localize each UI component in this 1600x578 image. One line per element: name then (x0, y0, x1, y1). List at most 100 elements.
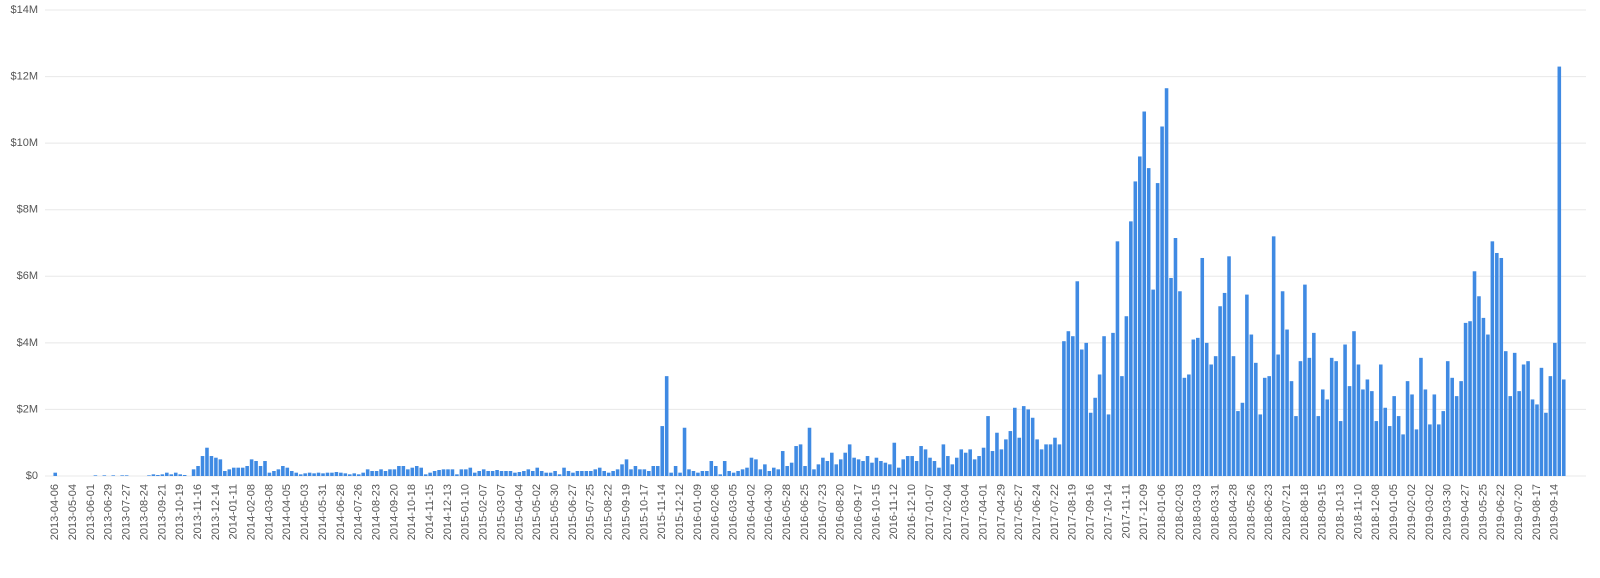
bar (1477, 296, 1481, 476)
x-tick-label: 2017-10-14 (1102, 484, 1114, 540)
bar (1468, 321, 1472, 476)
bar (1526, 361, 1530, 476)
bar (1343, 344, 1347, 476)
bar (1231, 356, 1236, 476)
bar (1307, 357, 1312, 476)
bar (1423, 389, 1428, 476)
bar (1204, 342, 1209, 476)
bar (1486, 334, 1490, 476)
bar (1088, 412, 1093, 476)
bar (370, 471, 374, 476)
bar (1410, 394, 1414, 476)
bar (205, 447, 209, 476)
bar (1057, 444, 1062, 476)
bar (1454, 396, 1459, 476)
x-tick-label: 2018-01-06 (1156, 484, 1168, 540)
bar (93, 475, 98, 476)
x-tick-label: 2019-03-02 (1424, 484, 1436, 540)
x-tick-label: 2015-11-14 (656, 484, 668, 539)
x-tick-label: 2014-01-11 (228, 484, 240, 539)
bar (182, 475, 187, 476)
bar (316, 472, 321, 476)
bar (1316, 416, 1321, 476)
x-tick-label: 2019-09-14 (1549, 484, 1561, 540)
bar (883, 462, 888, 476)
bar (343, 473, 348, 476)
bar (486, 471, 490, 476)
x-tick-label: 2016-02-06 (710, 484, 722, 540)
bar (919, 446, 923, 476)
bar (1227, 256, 1231, 476)
bar (401, 466, 406, 476)
bar (794, 446, 798, 476)
bar (339, 472, 343, 476)
bar (1124, 316, 1129, 476)
bar (285, 467, 290, 476)
bar (267, 472, 272, 476)
bar (745, 467, 749, 476)
bar (807, 427, 812, 476)
x-tick-label: 2018-03-31 (1210, 484, 1222, 540)
bar (1329, 357, 1334, 476)
bar (954, 457, 959, 476)
bar (321, 473, 325, 476)
bar (1169, 277, 1173, 476)
bar (1213, 356, 1218, 476)
bar (1370, 391, 1374, 476)
bar (705, 471, 709, 476)
bar (173, 472, 178, 476)
bar (691, 471, 696, 476)
bar (1129, 221, 1133, 476)
x-tick-label: 2018-06-23 (1263, 484, 1275, 540)
bar (874, 457, 879, 476)
bar (1383, 407, 1388, 476)
x-tick-label: 2017-02-04 (942, 484, 954, 540)
y-tick-label: $14M (10, 4, 38, 16)
bar (888, 464, 892, 476)
bar (780, 451, 785, 476)
bar (1196, 337, 1200, 476)
bar (914, 461, 919, 476)
bar (1178, 291, 1182, 476)
bar (526, 469, 531, 476)
bar (1499, 257, 1504, 476)
bar (446, 469, 450, 476)
bar (923, 449, 928, 476)
x-tick-label: 2018-08-18 (1299, 484, 1311, 540)
x-tick-label: 2013-07-27 (121, 484, 133, 540)
bar (647, 471, 651, 476)
bar (1481, 317, 1486, 476)
bar (749, 457, 754, 476)
x-tick-label: 2017-03-04 (960, 484, 972, 540)
bar (736, 471, 740, 476)
bar (620, 464, 624, 476)
bar (531, 471, 535, 476)
bar (1387, 426, 1392, 476)
bar (53, 472, 58, 476)
bar (423, 474, 428, 476)
bar (767, 471, 772, 476)
bar (1405, 381, 1410, 476)
x-tick-label: 2014-03-08 (263, 484, 275, 540)
bar (1441, 411, 1446, 476)
bar (816, 464, 821, 476)
bar (861, 461, 865, 476)
bar (727, 471, 731, 476)
bar (477, 471, 482, 476)
bar (312, 473, 316, 476)
x-tick-label: 2018-05-26 (1245, 484, 1257, 540)
bar (272, 471, 276, 476)
bar (111, 475, 116, 476)
x-tick-label: 2018-07-21 (1281, 484, 1293, 540)
bar (1392, 396, 1396, 476)
bar (348, 474, 352, 476)
x-tick-label: 2019-07-20 (1513, 484, 1525, 540)
bar (1401, 434, 1405, 476)
bar (356, 474, 361, 476)
bar (1521, 364, 1526, 476)
x-tick-label: 2019-06-22 (1495, 484, 1507, 540)
y-tick-label: $4M (17, 337, 38, 349)
bar (1222, 292, 1227, 476)
bar (124, 475, 129, 476)
